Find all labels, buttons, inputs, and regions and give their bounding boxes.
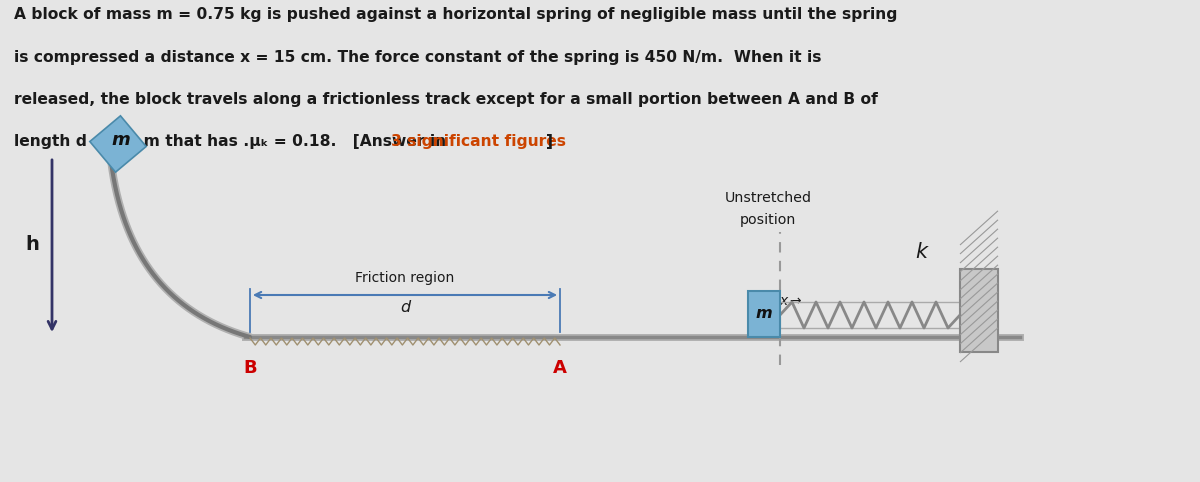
Text: Friction region: Friction region [355, 271, 455, 285]
Text: A: A [553, 359, 566, 377]
Text: position: position [740, 213, 796, 227]
Text: ]: ] [546, 134, 553, 149]
Text: A block of mass m = 0.75 kg is pushed against a horizontal spring of negligible : A block of mass m = 0.75 kg is pushed ag… [14, 7, 898, 22]
Text: m: m [112, 131, 131, 149]
Text: h: h [25, 235, 38, 254]
Text: 3 significant figures: 3 significant figures [391, 134, 565, 149]
Text: m: m [756, 307, 773, 321]
Bar [960, 269, 998, 352]
Text: d: d [400, 300, 410, 315]
Text: B: B [244, 359, 257, 377]
Text: is compressed a distance x = 15 cm. The force constant of the spring is 450 N/m.: is compressed a distance x = 15 cm. The … [14, 50, 822, 65]
Text: $\leftarrow x \rightarrow$: $\leftarrow x \rightarrow$ [762, 294, 803, 308]
Text: Unstretched: Unstretched [725, 191, 811, 205]
Bar [748, 291, 780, 337]
Text: $k$: $k$ [914, 242, 929, 262]
Bar [90, 116, 146, 172]
Text: released, the block travels along a frictionless track except for a small portio: released, the block travels along a fric… [14, 92, 878, 107]
Text: length d = 1.8 m that has .μₖ = 0.18.   [Answer in: length d = 1.8 m that has .μₖ = 0.18. [A… [14, 134, 452, 149]
